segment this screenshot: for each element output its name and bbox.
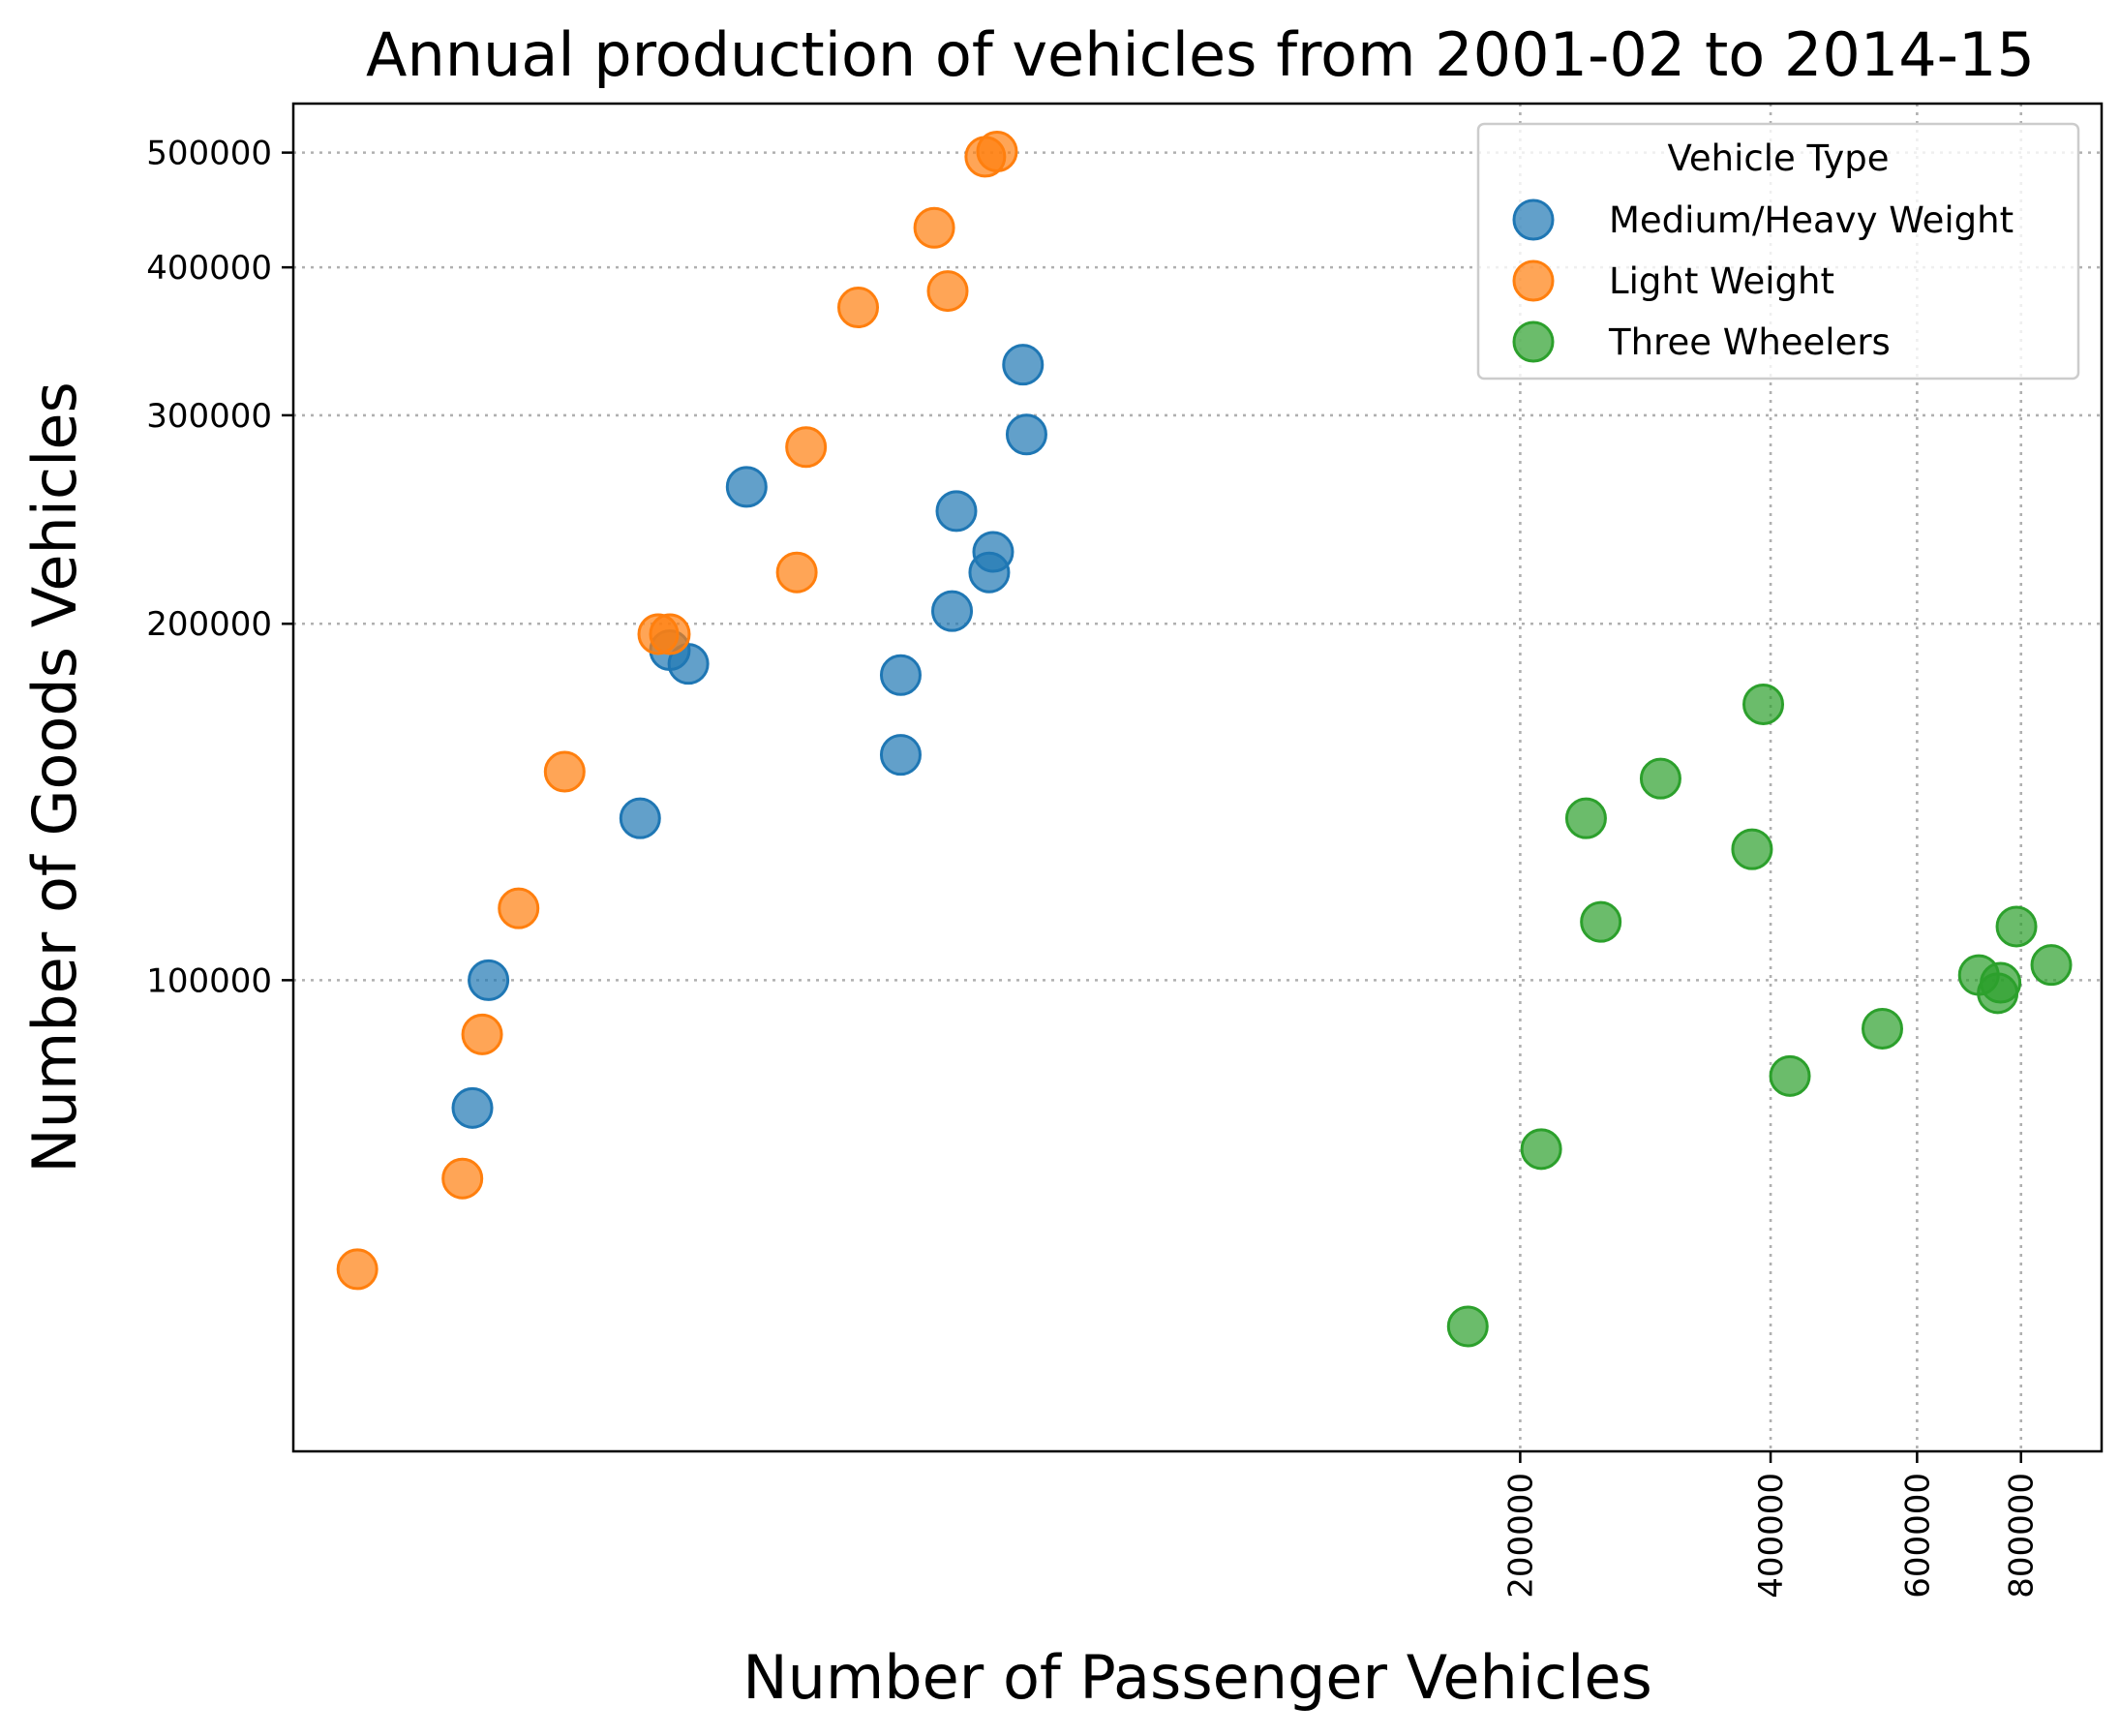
data-point-series-2 <box>336 1248 379 1291</box>
legend-label: Medium/Heavy Weight <box>1609 199 2014 241</box>
y-tick-label: 500000 <box>146 135 272 173</box>
x-axis-ticks: 200000 400000 600000 800000 <box>1501 1451 2042 1599</box>
data-point-series-2 <box>543 750 586 793</box>
data-point-series-2 <box>775 551 818 594</box>
legend-marker <box>1512 320 1555 363</box>
legend-label: Three Wheelers <box>1608 321 1891 363</box>
x-axis-label: Number of Passenger Vehicles <box>742 1642 1652 1713</box>
data-point-series-1 <box>935 490 978 533</box>
y-tick-label: 400000 <box>146 249 272 288</box>
data-point-series-1 <box>667 643 710 685</box>
legend-frame <box>1476 122 2080 381</box>
data-point-series-1 <box>1005 413 1047 456</box>
data-point-series-3 <box>1731 828 1773 870</box>
plot-frame <box>291 102 2104 1453</box>
data-point-series-2 <box>441 1157 484 1200</box>
grid <box>293 104 2102 1451</box>
data-point-series-3 <box>1639 757 1681 800</box>
data-point-series-2 <box>926 270 969 313</box>
legend-label: Light Weight <box>1609 260 1834 302</box>
data-point-series-1 <box>468 959 510 1001</box>
data-point-series-2 <box>976 131 1018 173</box>
data-point-series-1 <box>725 466 768 508</box>
y-axis-ticks: 100000 200000 300000 400000 500000 <box>146 135 293 1000</box>
legend-entries: Medium/Heavy Weight Light Weight Three Whe… <box>1512 198 2014 363</box>
data-point-series-2 <box>498 887 540 929</box>
data-point-series-3 <box>1861 1007 1903 1050</box>
y-tick-label: 200000 <box>146 605 272 644</box>
data-point-series-2 <box>649 613 691 655</box>
data-point-series-1 <box>451 1086 494 1129</box>
x-tick-label: 800000 <box>2003 1473 2042 1599</box>
data-point-series-3 <box>1520 1128 1562 1171</box>
y-tick-label: 300000 <box>146 397 272 436</box>
data-point-series-3 <box>1446 1305 1489 1348</box>
data-point-series-3 <box>2030 944 2073 987</box>
legend-marker <box>1512 259 1555 302</box>
data-point-series-2 <box>837 287 880 329</box>
data-point-series-2 <box>461 1013 503 1055</box>
data-point-series-3 <box>1995 905 2038 948</box>
data-point-series-1 <box>931 590 974 632</box>
x-tick-label: 600000 <box>1898 1473 1937 1599</box>
legend-title: Vehicle Type <box>1667 137 1889 179</box>
legend-marker <box>1512 198 1555 241</box>
data-point-series-3 <box>1580 900 1622 943</box>
data-point-series-3 <box>1742 683 1785 725</box>
data-point-series-1 <box>619 797 661 839</box>
x-tick-label: 400000 <box>1752 1473 1791 1599</box>
chart-title: Annual production of vehicles from 2001-… <box>366 19 2035 90</box>
data-point-series-1 <box>879 654 922 696</box>
data-points <box>336 131 2073 1348</box>
data-point-series-2 <box>913 206 955 249</box>
legend: Vehicle Type Medium/Heavy Weight Light We… <box>1476 122 2080 381</box>
data-point-series-1 <box>879 734 922 777</box>
data-point-series-1 <box>1002 344 1045 386</box>
data-point-series-1 <box>972 531 1015 573</box>
y-tick-label: 100000 <box>146 961 272 1000</box>
y-axis-label: Number of Goods Vehicles <box>19 381 90 1173</box>
x-tick-label: 200000 <box>1501 1473 1540 1599</box>
data-point-series-3 <box>1769 1054 1811 1097</box>
data-point-series-3 <box>1564 797 1607 839</box>
data-point-series-2 <box>785 426 828 469</box>
data-point-series-3 <box>1977 972 2019 1015</box>
